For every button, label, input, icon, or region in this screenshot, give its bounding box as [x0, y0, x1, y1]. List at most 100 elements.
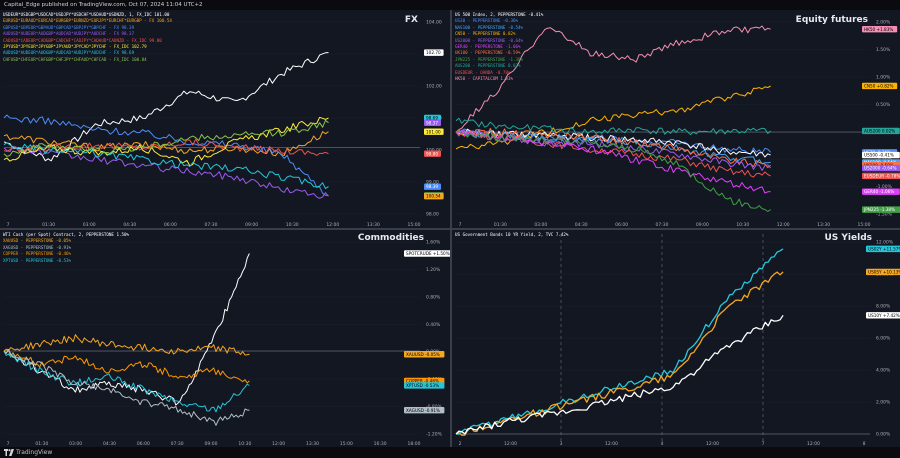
- price-tag-label: 100.54: [426, 194, 441, 199]
- price-tag-label: COPPER -0.46%: [406, 379, 439, 384]
- y-tick-label: 1.50%: [876, 47, 891, 53]
- x-tick-label: 7: [459, 222, 462, 228]
- price-tag: [424, 119, 441, 126]
- x-tick-label: 3: [560, 441, 563, 447]
- price-tag-label: US02Y +11.57%: [868, 246, 900, 251]
- x-tick-label: 03:00: [534, 222, 547, 228]
- series-line[interactable]: [455, 248, 784, 435]
- footer-brand: TradingView: [16, 449, 53, 456]
- x-tick-label: 7: [7, 441, 10, 447]
- series-line[interactable]: [3, 253, 250, 406]
- x-tick-label: 16:30: [374, 441, 387, 447]
- x-tick-label: 10:30: [736, 222, 749, 228]
- series-line[interactable]: [455, 130, 771, 212]
- series-line[interactable]: [455, 25, 771, 133]
- x-tick-label: 12:00: [807, 441, 820, 447]
- legend-entry[interactable]: GBPUSD*GBPEUR*GBPAUD*GBPCAD*GBPJPY*GBPCH…: [3, 24, 135, 30]
- x-tick-label: 04:30: [103, 441, 116, 447]
- y-tick-label: -1.00%: [876, 184, 893, 190]
- legend-entry[interactable]: XAGUSD - PEPPERSTONE -0.91%: [3, 244, 72, 250]
- legend-entry[interactable]: WTI Cash (per Spot) Contract, 2, PEPPERS…: [3, 232, 130, 237]
- price-tag-label: AUS200 0.02%: [864, 129, 895, 134]
- series-line[interactable]: [455, 130, 771, 194]
- x-tick-label: 04:30: [123, 222, 136, 228]
- price-tag: [424, 150, 441, 157]
- legend-entry[interactable]: US Government Bonds 10 YR Yield, 2, TVC …: [455, 232, 569, 237]
- legend-entry[interactable]: JPN225 - PEPPERSTONE -1.38%: [455, 56, 524, 62]
- commodities-panel: 1.60%1.20%0.80%0.40%0.00%-0.40%-0.80%-1.…: [0, 230, 450, 447]
- series-line[interactable]: [3, 119, 329, 157]
- price-tag: [866, 268, 900, 276]
- series-line[interactable]: [3, 138, 329, 156]
- price-tag: [862, 172, 900, 180]
- y-tick-label: 0.80%: [426, 294, 441, 300]
- series-line[interactable]: [3, 146, 329, 199]
- series-line[interactable]: [3, 334, 250, 356]
- legend-entry[interactable]: HK50 - CAPITALCOM 1.83%: [455, 76, 513, 82]
- price-tag: [862, 164, 900, 172]
- panel-divider-horizontal[interactable]: [0, 228, 900, 230]
- y-tick-label: 6.00%: [876, 336, 891, 342]
- series-line[interactable]: [455, 117, 771, 136]
- price-tag: [866, 245, 900, 253]
- x-tick-label: 06:00: [164, 222, 177, 228]
- x-tick-label: 10:30: [286, 222, 299, 228]
- legend-entry[interactable]: NAS100 - PEPPERSTONE -0.54%: [455, 24, 524, 30]
- legend-entry[interactable]: USDEUR*USDGBP*USDCAD*USDJPY*USDCHF*USDAU…: [3, 12, 170, 17]
- price-tag: [404, 382, 445, 389]
- legend-entry[interactable]: CN50 - PEPPERSTONE 0.82%: [455, 31, 516, 37]
- price-tag: [424, 192, 444, 200]
- x-tick-label: 12:00: [272, 441, 285, 447]
- series-line[interactable]: [455, 130, 771, 165]
- series-line[interactable]: [455, 85, 771, 150]
- y-tick-label: 8.00%: [876, 304, 891, 310]
- x-tick-label: 01:30: [35, 441, 48, 447]
- series-line[interactable]: [455, 127, 771, 168]
- legend-entry[interactable]: UK100 - PEPPERSTONE -0.59%: [455, 50, 521, 56]
- price-tag-label: US500 -0.41%: [864, 153, 894, 158]
- legend-entry[interactable]: XPTUSD - PEPPERSTONE -0.53%: [3, 257, 72, 263]
- series-line[interactable]: [3, 348, 250, 384]
- legend-entry[interactable]: CADUSD*CADEUR*CADGBP*CADCHF*CADJPY*CADAU…: [3, 37, 162, 43]
- series-line[interactable]: [3, 52, 329, 162]
- price-tag-label: XPTUSD -0.53%: [406, 383, 439, 388]
- y-tick-label: 4.00%: [876, 368, 891, 374]
- price-tag-label: 101.00: [426, 129, 441, 134]
- series-line[interactable]: [3, 114, 329, 197]
- legend-entry[interactable]: US2000 - PEPPERSTONE -0.64%: [455, 37, 524, 43]
- price-tag-label: XAGUSD -0.91%: [406, 408, 440, 413]
- yields-legend: US Government Bonds 10 YR Yield, 2, TVC …: [455, 232, 568, 238]
- legend-entry[interactable]: AUDUSD*AUDEUR*AUDGBP*AUDCAD*AUDJPY*AUDCH…: [3, 50, 135, 56]
- legend-entry[interactable]: GER40 - PEPPERSTONE -1.06%: [455, 44, 521, 50]
- legend-entry[interactable]: EUSDEUR - OANDA -0.78%: [455, 69, 511, 75]
- series-line[interactable]: [455, 131, 771, 178]
- legend-entry[interactable]: COPPER - PEPPERSTONE -0.46%: [3, 251, 72, 257]
- series-line[interactable]: [455, 271, 784, 436]
- price-tag-label: XAUUSD -0.05%: [406, 352, 440, 357]
- legend-entry[interactable]: JPYUSD*JPYEUR*JPYGBP*JPYAUD*JPYCAD*JPYCH…: [3, 44, 147, 50]
- series-line[interactable]: [3, 116, 329, 167]
- series-line[interactable]: [3, 142, 329, 189]
- legend-entry[interactable]: AUS200 - PEPPERSTONE 0.02%: [455, 63, 521, 69]
- commodities-legend: WTI Cash (per Spot) Contract, 2, PEPPERS…: [3, 232, 129, 264]
- series-line[interactable]: [3, 131, 329, 157]
- legend-entry[interactable]: XAUUSD - PEPPERSTONE -0.05%: [3, 238, 72, 244]
- legend-entry[interactable]: US 500 Index, 2, PEPPERSTONE -0.41%: [455, 12, 544, 17]
- price-tag: [866, 312, 900, 319]
- legend-entry[interactable]: EURUSD*EURAUD*EURCAD*EURGBP*EURNZD*EURJP…: [3, 18, 172, 24]
- y-tick-label: 0.50%: [876, 102, 891, 108]
- x-tick-label: 12:00: [605, 441, 618, 447]
- legend-entry[interactable]: AUDUSD*AUDEUR*AUDGBP*AUDCAD*AUDJPY*AUDCH…: [3, 31, 135, 37]
- y-tick-label: 1.20%: [426, 267, 441, 273]
- x-tick-label: 15:00: [340, 441, 353, 447]
- legend-entry[interactable]: CHFUSD*CHFEUR*CHFGBP*CHFJPY*CHFAUD*CHFCA…: [3, 56, 147, 62]
- legend-entry[interactable]: US30 - PEPPERSTONE -0.36%: [455, 18, 519, 24]
- series-line[interactable]: [3, 348, 250, 426]
- series-line[interactable]: [455, 314, 784, 435]
- x-tick-label: 07:30: [656, 222, 669, 228]
- price-tag-label: US05Y +10.13%: [868, 270, 900, 275]
- x-tick-label: 7: [7, 222, 10, 228]
- series-line[interactable]: [3, 350, 250, 413]
- price-tag: [404, 406, 445, 414]
- price-tag-label: US2000 -0.64%: [864, 166, 897, 171]
